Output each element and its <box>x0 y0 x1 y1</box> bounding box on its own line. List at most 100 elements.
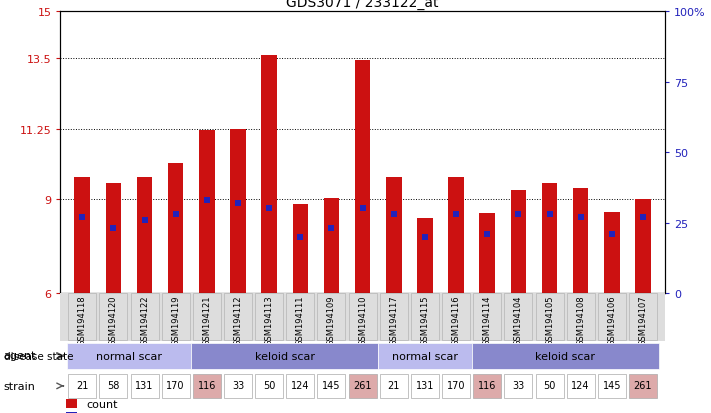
Bar <box>100 294 127 340</box>
Bar <box>292 204 308 293</box>
Bar <box>224 294 252 340</box>
Bar <box>67 344 191 369</box>
Text: GSM194107: GSM194107 <box>638 294 648 345</box>
Text: GSM194117: GSM194117 <box>389 294 398 345</box>
Text: 261: 261 <box>353 380 372 390</box>
Text: GSM194115: GSM194115 <box>420 294 429 345</box>
Text: 116: 116 <box>478 380 496 390</box>
Text: GSM194114: GSM194114 <box>483 294 492 345</box>
Bar <box>386 178 402 293</box>
Text: GSM194106: GSM194106 <box>607 294 616 345</box>
Bar <box>442 374 470 398</box>
Bar <box>573 189 589 293</box>
Text: agent: agent <box>4 351 36 361</box>
Text: GSM194105: GSM194105 <box>545 294 554 345</box>
Bar <box>191 344 378 369</box>
Text: GSM194120: GSM194120 <box>109 294 118 345</box>
Bar <box>255 294 283 340</box>
Bar <box>68 374 96 398</box>
Text: GSM194119: GSM194119 <box>171 294 180 345</box>
Bar <box>474 374 501 398</box>
Bar <box>411 294 439 340</box>
Bar <box>193 374 221 398</box>
Bar <box>68 294 96 340</box>
Bar <box>535 294 564 340</box>
Bar <box>504 374 533 398</box>
Bar <box>287 294 314 340</box>
Bar <box>598 374 626 398</box>
Text: 116: 116 <box>198 380 216 390</box>
Bar <box>317 294 346 340</box>
Text: 261: 261 <box>634 380 652 390</box>
Bar <box>161 294 190 340</box>
Bar <box>380 374 408 398</box>
Bar <box>348 294 377 340</box>
Text: 58: 58 <box>107 380 119 390</box>
Text: untreated: untreated <box>193 349 252 361</box>
Bar <box>161 374 190 398</box>
Bar <box>348 374 377 398</box>
Text: 131: 131 <box>416 380 434 390</box>
Text: disease state: disease state <box>4 351 73 361</box>
Text: 145: 145 <box>322 380 341 390</box>
Bar <box>106 184 121 293</box>
Text: GSM194122: GSM194122 <box>140 294 149 345</box>
Text: hydrocortisone: hydrocortisone <box>474 349 562 361</box>
Text: 21: 21 <box>76 380 88 390</box>
Text: normal scar: normal scar <box>392 351 458 361</box>
Text: GSM194104: GSM194104 <box>514 294 523 345</box>
Bar <box>224 374 252 398</box>
Bar <box>378 343 658 368</box>
Bar <box>629 294 657 340</box>
Bar <box>67 343 378 368</box>
Text: 21: 21 <box>387 380 400 390</box>
Bar <box>598 294 626 340</box>
Bar <box>542 184 557 293</box>
Text: 124: 124 <box>291 380 309 390</box>
Bar <box>629 374 657 398</box>
Bar <box>324 198 339 293</box>
Bar <box>604 212 619 293</box>
Text: GSM194112: GSM194112 <box>233 294 242 345</box>
Text: 50: 50 <box>263 380 275 390</box>
Bar <box>417 218 433 293</box>
Bar <box>380 294 408 340</box>
Bar <box>442 294 470 340</box>
Bar <box>378 344 471 369</box>
Bar <box>355 61 370 293</box>
Text: 145: 145 <box>603 380 621 390</box>
Bar <box>567 294 594 340</box>
Text: GSM194116: GSM194116 <box>451 294 461 345</box>
Bar <box>411 374 439 398</box>
Text: 33: 33 <box>512 380 525 390</box>
Text: GSM194108: GSM194108 <box>576 294 585 345</box>
Bar <box>137 178 152 293</box>
Bar <box>262 56 277 293</box>
Bar <box>100 374 127 398</box>
Bar <box>535 374 564 398</box>
Bar <box>131 374 159 398</box>
Bar <box>230 129 246 293</box>
Text: GSM194121: GSM194121 <box>203 294 211 345</box>
Text: 33: 33 <box>232 380 244 390</box>
Text: 50: 50 <box>543 380 556 390</box>
Bar <box>635 199 651 293</box>
Bar <box>193 294 221 340</box>
Text: keloid scar: keloid scar <box>535 351 595 361</box>
Bar <box>168 164 183 293</box>
Text: 170: 170 <box>166 380 185 390</box>
Text: normal scar: normal scar <box>96 351 162 361</box>
Bar <box>255 374 283 398</box>
Bar <box>287 374 314 398</box>
Legend: count, percentile rank within the sample: count, percentile rank within the sample <box>66 399 274 413</box>
Text: GSM194109: GSM194109 <box>327 294 336 345</box>
Bar <box>131 294 159 340</box>
Bar <box>448 178 464 293</box>
Text: GSM194113: GSM194113 <box>264 294 274 345</box>
Text: strain: strain <box>4 381 36 391</box>
Bar <box>474 294 501 340</box>
Text: keloid scar: keloid scar <box>255 351 315 361</box>
Text: 124: 124 <box>572 380 590 390</box>
Text: GDS3071 / 233122_at: GDS3071 / 233122_at <box>287 0 439 10</box>
Text: GSM194110: GSM194110 <box>358 294 367 345</box>
